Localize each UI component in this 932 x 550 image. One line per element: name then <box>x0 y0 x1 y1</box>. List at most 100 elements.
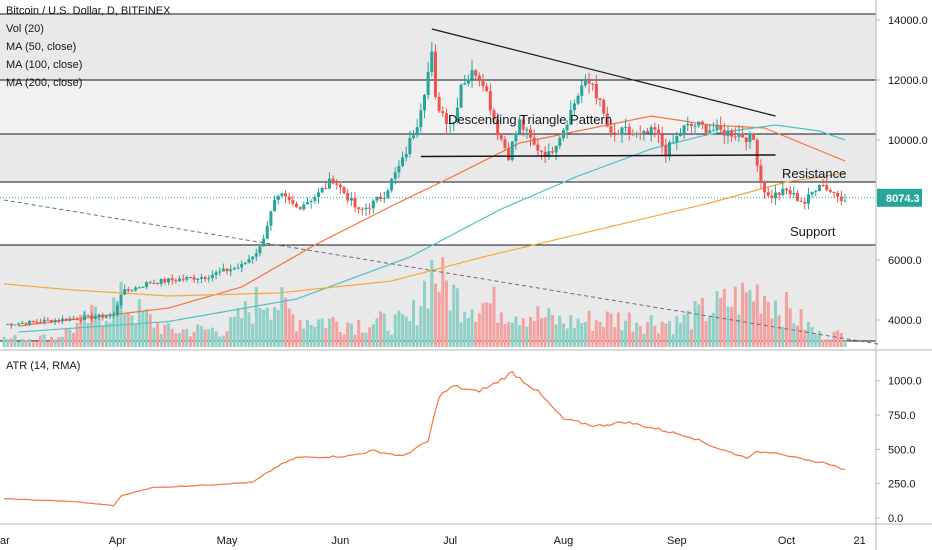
volume-bar <box>386 330 390 347</box>
candle-body <box>704 124 708 133</box>
candle-body <box>82 315 86 320</box>
descending-trendline <box>431 28 776 117</box>
candle-body <box>170 278 174 281</box>
volume-bar <box>145 309 149 347</box>
volume-bar <box>338 331 342 347</box>
volume-bar <box>635 322 639 347</box>
volume-bar <box>828 340 832 347</box>
volume-bar <box>273 307 277 347</box>
volume-bar <box>536 306 540 347</box>
volume-bar <box>115 300 119 347</box>
candle-body <box>24 322 28 325</box>
volume-bar <box>71 332 75 347</box>
volume-bar <box>554 324 558 347</box>
candle-body <box>444 113 448 125</box>
candle-body <box>678 133 682 136</box>
candle-body <box>657 129 661 135</box>
candle-body <box>759 165 763 184</box>
volume-bar <box>810 326 814 347</box>
volume-bar <box>678 323 682 347</box>
candle-body <box>540 150 544 152</box>
volume-bar <box>543 317 547 347</box>
candle-body <box>64 318 68 321</box>
volume-bar <box>254 287 258 347</box>
atr-line <box>3 370 846 507</box>
candle-body <box>415 127 419 136</box>
volume-bar <box>57 337 61 347</box>
candle-body <box>653 127 657 130</box>
candle-body <box>401 157 405 167</box>
candle-body <box>57 320 61 322</box>
volume-bar <box>576 318 580 347</box>
time-tick-label: Jun <box>332 535 350 547</box>
volume-bar <box>587 311 591 347</box>
candle-body <box>561 130 565 139</box>
volume-bar <box>803 329 807 347</box>
candle-body <box>309 200 313 202</box>
candle-body <box>423 94 426 111</box>
volume-bar <box>744 292 748 347</box>
candle-body <box>199 277 203 279</box>
volume-bar <box>521 318 525 347</box>
candle-body <box>156 282 160 285</box>
volume-bar <box>324 328 328 347</box>
volume-bar <box>492 286 496 347</box>
volume-bar <box>708 317 712 347</box>
volume-bar <box>784 291 788 347</box>
candle-body <box>565 124 569 131</box>
price-tick-label: 14000.0 <box>888 15 928 27</box>
candle-body <box>181 278 185 280</box>
volume-bar <box>75 322 79 347</box>
candle-body <box>624 126 628 128</box>
volume-bar <box>64 327 68 347</box>
candle-body <box>349 197 353 201</box>
candle-body <box>781 188 785 196</box>
candle-body <box>324 188 328 190</box>
volume-bar <box>305 319 309 347</box>
candle-body <box>646 131 650 134</box>
volume-bar <box>357 319 361 347</box>
candle-body <box>152 282 156 284</box>
candle-body <box>733 136 737 138</box>
candle-body <box>832 191 836 193</box>
time-tick-label: Apr <box>109 535 126 547</box>
volume-bar <box>349 323 353 347</box>
volume-bar <box>53 339 57 347</box>
volume-bar <box>35 341 39 347</box>
volume-bar <box>101 326 105 347</box>
candle-body <box>609 126 613 133</box>
volume-bar <box>42 334 46 347</box>
candle-body <box>828 190 832 192</box>
volume-bar <box>108 322 112 347</box>
candle-body <box>799 200 803 202</box>
candle-body <box>774 192 778 199</box>
volume-bar <box>232 316 236 347</box>
candle-body <box>9 323 13 326</box>
volume-bar <box>331 317 335 347</box>
volume-bar <box>613 327 617 347</box>
volume-bar <box>817 330 821 347</box>
candle-body <box>342 187 346 194</box>
volume-bar <box>404 316 408 347</box>
volume-bar <box>39 335 43 347</box>
candle-body <box>174 280 178 282</box>
volume-bar <box>697 304 701 347</box>
candle-body <box>163 278 167 283</box>
candle-body <box>671 141 675 143</box>
candle-body <box>730 130 734 137</box>
candle-body <box>371 200 375 209</box>
candle-body <box>715 125 719 131</box>
candle-body <box>503 139 507 148</box>
volume-bar <box>68 329 72 347</box>
volume-bar <box>770 318 774 347</box>
candle-body <box>159 278 163 285</box>
volume-bar <box>134 323 138 347</box>
candle-body <box>390 178 394 191</box>
candle-body <box>700 121 704 125</box>
candle-body <box>642 131 646 134</box>
candle-body <box>262 238 266 247</box>
candle-body <box>254 253 258 257</box>
candle-body <box>686 123 690 126</box>
candle-body <box>6 323 10 325</box>
volume-bar <box>806 321 810 347</box>
